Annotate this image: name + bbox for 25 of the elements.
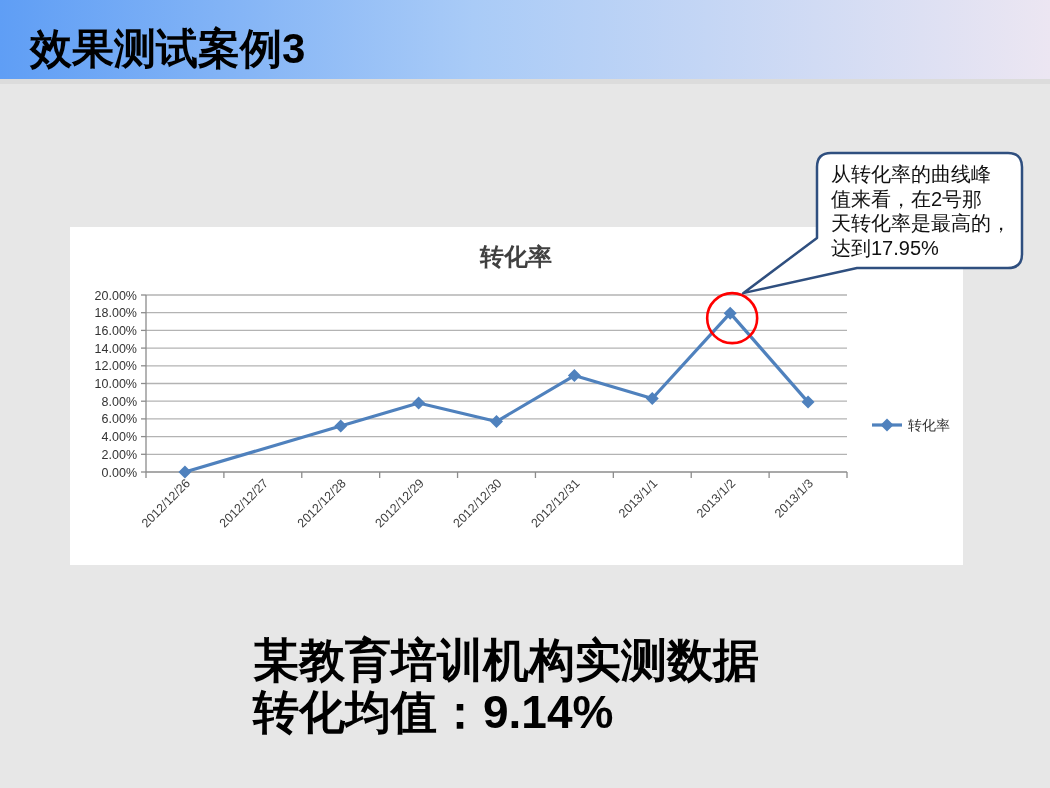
y-tick-label: 16.00%: [94, 323, 137, 338]
callout: 从转化率的曲线峰值来看，在2号那天转化率是最高的，达到17.95%: [741, 151, 1024, 295]
chart-subtitle: 转化率: [479, 243, 552, 270]
y-tick-label: 14.00%: [94, 341, 137, 356]
point: [567, 369, 581, 383]
text: 转化均值：9.14%: [252, 686, 614, 738]
y-tick-label: 10.00%: [94, 377, 137, 391]
y-tick-label: 6.00%: [101, 412, 137, 427]
y-tick-label: 4.00%: [101, 430, 137, 445]
y-tick-label: 0.00%: [101, 465, 137, 480]
text: 某教育培训机构实测数据: [253, 634, 759, 686]
point: [490, 415, 503, 429]
legend-label: 转化率: [908, 417, 950, 433]
point: [178, 465, 192, 479]
point: [801, 395, 815, 409]
chart-title: 效果测试案例3: [29, 25, 306, 72]
y-tick-label: 20.00%: [94, 288, 137, 303]
legend: 转化率: [872, 417, 950, 433]
y-tick-label: 8.00%: [101, 394, 137, 409]
y-tick-label: 2.00%: [101, 447, 137, 462]
point: [412, 396, 426, 410]
y-tick-label: 18.00%: [94, 306, 137, 321]
point: [334, 419, 348, 433]
y-tick-label: 12.00%: [94, 359, 137, 374]
point: [645, 392, 659, 406]
